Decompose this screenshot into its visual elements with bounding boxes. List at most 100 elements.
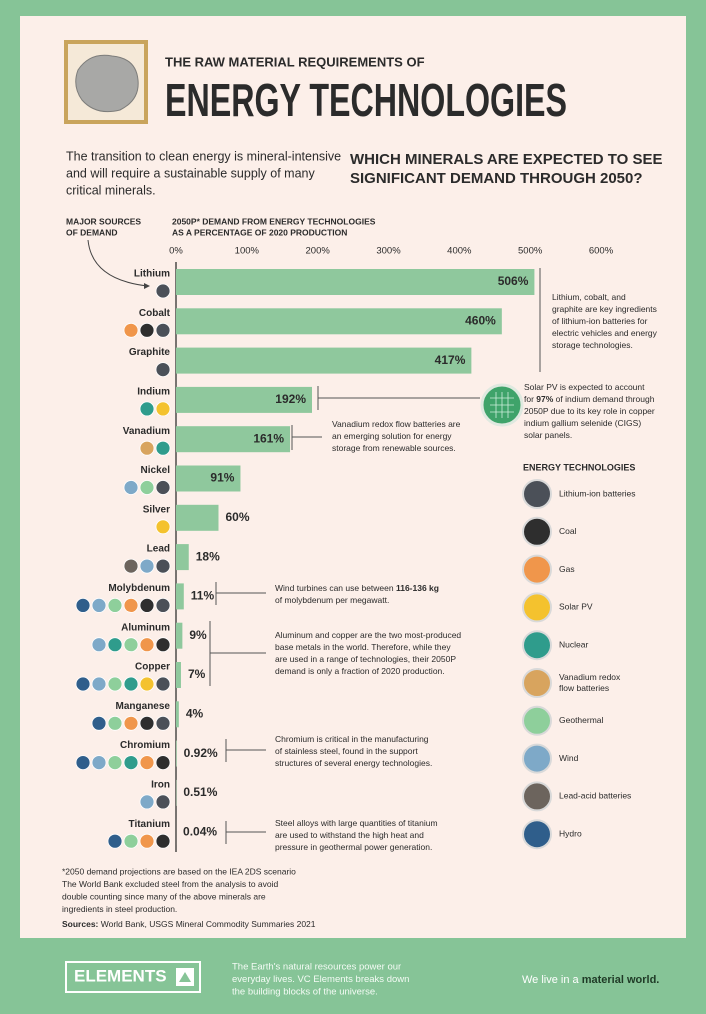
brand-box xyxy=(65,961,201,993)
source-icon xyxy=(155,440,171,456)
text-segment: graphite are key ingredients xyxy=(552,304,657,314)
value-label: 4% xyxy=(186,706,204,720)
category-label: Lithium xyxy=(134,269,170,280)
value-label: 60% xyxy=(226,510,250,524)
bar xyxy=(176,426,291,453)
category-label: Iron xyxy=(151,780,170,791)
footer-blurb: The Earth's natural resources power our xyxy=(232,962,401,973)
value-label: 9% xyxy=(189,628,207,642)
category-label: Copper xyxy=(135,662,170,673)
brand: ELEMENTS xyxy=(74,966,167,985)
tagline-segment: material world. xyxy=(582,974,660,986)
text-segment: 2050P due to its key role in copper xyxy=(524,406,655,416)
tagline-segment: We live in a xyxy=(522,974,582,986)
category-label: Lead xyxy=(147,544,170,555)
question-text: SIGNIFICANT DEMAND THROUGH 2050? xyxy=(350,170,643,187)
legend-label: Lead-acid batteries xyxy=(559,791,631,801)
category-label: Aluminum xyxy=(121,622,170,633)
source-icon xyxy=(139,637,155,653)
brand-icon-mark xyxy=(179,972,191,982)
intro-text: critical minerals. xyxy=(66,183,156,197)
source-icon xyxy=(139,833,155,849)
bar xyxy=(176,504,219,531)
value-label: 192% xyxy=(275,392,306,406)
annotation: electric vehicles and energy xyxy=(552,328,658,338)
source-icon xyxy=(139,480,155,495)
annotation: Steel alloys with large quantities of ti… xyxy=(275,818,438,828)
source-icon xyxy=(107,833,123,849)
bar xyxy=(176,347,472,374)
source-icon xyxy=(123,637,139,653)
annotation: Chromium is critical in the manufacturin… xyxy=(275,734,429,744)
annotation: Lithium, cobalt, and xyxy=(552,292,626,302)
source-icon xyxy=(107,598,123,613)
legend-swatch xyxy=(522,668,552,698)
arrow xyxy=(87,239,149,287)
source-icon xyxy=(107,715,123,731)
source-icon xyxy=(155,322,171,338)
solar-grid xyxy=(490,392,514,418)
value-axis-title: AS A PERCENTAGE OF 2020 PRODUCTION xyxy=(172,227,347,237)
text-segment: Solar PV is expected to account xyxy=(524,382,645,392)
source-icon xyxy=(123,322,139,338)
source-icon xyxy=(123,558,139,574)
text-segment: an emerging solution for energy xyxy=(332,431,452,441)
annotation: are used to withstand the high heat and xyxy=(275,830,424,840)
annotation: of stainless steel, found in the support xyxy=(275,746,418,756)
source-icon xyxy=(139,440,155,456)
category-label: Manganese xyxy=(116,701,171,712)
text-segment: storage from renewable sources. xyxy=(332,443,456,453)
source-icon xyxy=(155,558,171,574)
footnote: *2050 demand projections are based on th… xyxy=(62,866,296,876)
legend-label: Coal xyxy=(559,526,577,536)
value-label: 11% xyxy=(191,589,215,603)
category-label: Cobalt xyxy=(139,308,171,319)
source-icon xyxy=(123,755,139,770)
x-tick-label: 400% xyxy=(447,246,472,257)
legend-swatch xyxy=(522,479,552,509)
sources-label: Sources: xyxy=(62,919,99,929)
annotation: an emerging solution for energy xyxy=(332,431,452,441)
intro-text: and will require a sustainable supply of… xyxy=(66,166,315,180)
value-label: 0.51% xyxy=(183,785,217,799)
legend-label: Solar PV xyxy=(559,602,593,612)
legend-swatch xyxy=(522,592,552,623)
annotation: storage technologies. xyxy=(552,340,633,350)
text-segment: 116-136 kg xyxy=(396,583,439,593)
mineral-rock xyxy=(75,54,139,113)
bar xyxy=(176,583,184,610)
text-segment: solar panels. xyxy=(524,430,572,440)
category-axis-title: MAJOR SOURCES xyxy=(66,216,141,226)
source-icon xyxy=(155,480,171,495)
bar xyxy=(176,465,241,492)
annotation: 2050P due to its key role in copper xyxy=(524,406,655,416)
source-icon xyxy=(91,598,107,613)
question-text: WHICH MINERALS ARE EXPECTED TO SEE xyxy=(350,151,663,168)
source-icon xyxy=(107,676,123,692)
source-icon xyxy=(139,794,155,810)
bar xyxy=(176,269,535,295)
legend-label: Nuclear xyxy=(559,639,588,649)
source-icon xyxy=(123,480,139,495)
source-icon xyxy=(123,715,139,731)
source-icon xyxy=(155,283,171,299)
header-title: ENERGY TECHNOLOGIES xyxy=(165,74,567,126)
text-segment: Vanadium redox flow batteries are xyxy=(332,419,461,429)
category-label: Chromium xyxy=(120,740,170,751)
source-icon xyxy=(107,637,123,653)
annotation: pressure in geothermal power generation. xyxy=(275,842,432,852)
bar xyxy=(176,740,177,767)
source-icon xyxy=(75,598,91,613)
text-segment: are used to withstand the high heat and xyxy=(275,830,424,840)
legend-label: Vanadium redox xyxy=(559,672,621,682)
text-segment: of indium demand through xyxy=(553,394,654,404)
source-icon xyxy=(155,401,171,417)
footer-blurb: everyday lives. VC Elements breaks down xyxy=(232,974,409,985)
category-label: Indium xyxy=(137,387,170,398)
source-icon xyxy=(91,676,107,692)
text-segment: base metals in the world. Therefore, whi… xyxy=(275,642,451,652)
source-icon xyxy=(91,755,107,770)
legend-swatch xyxy=(522,554,552,585)
legend-swatch xyxy=(522,781,552,812)
annotation: of lithium-ion batteries for xyxy=(552,316,648,326)
